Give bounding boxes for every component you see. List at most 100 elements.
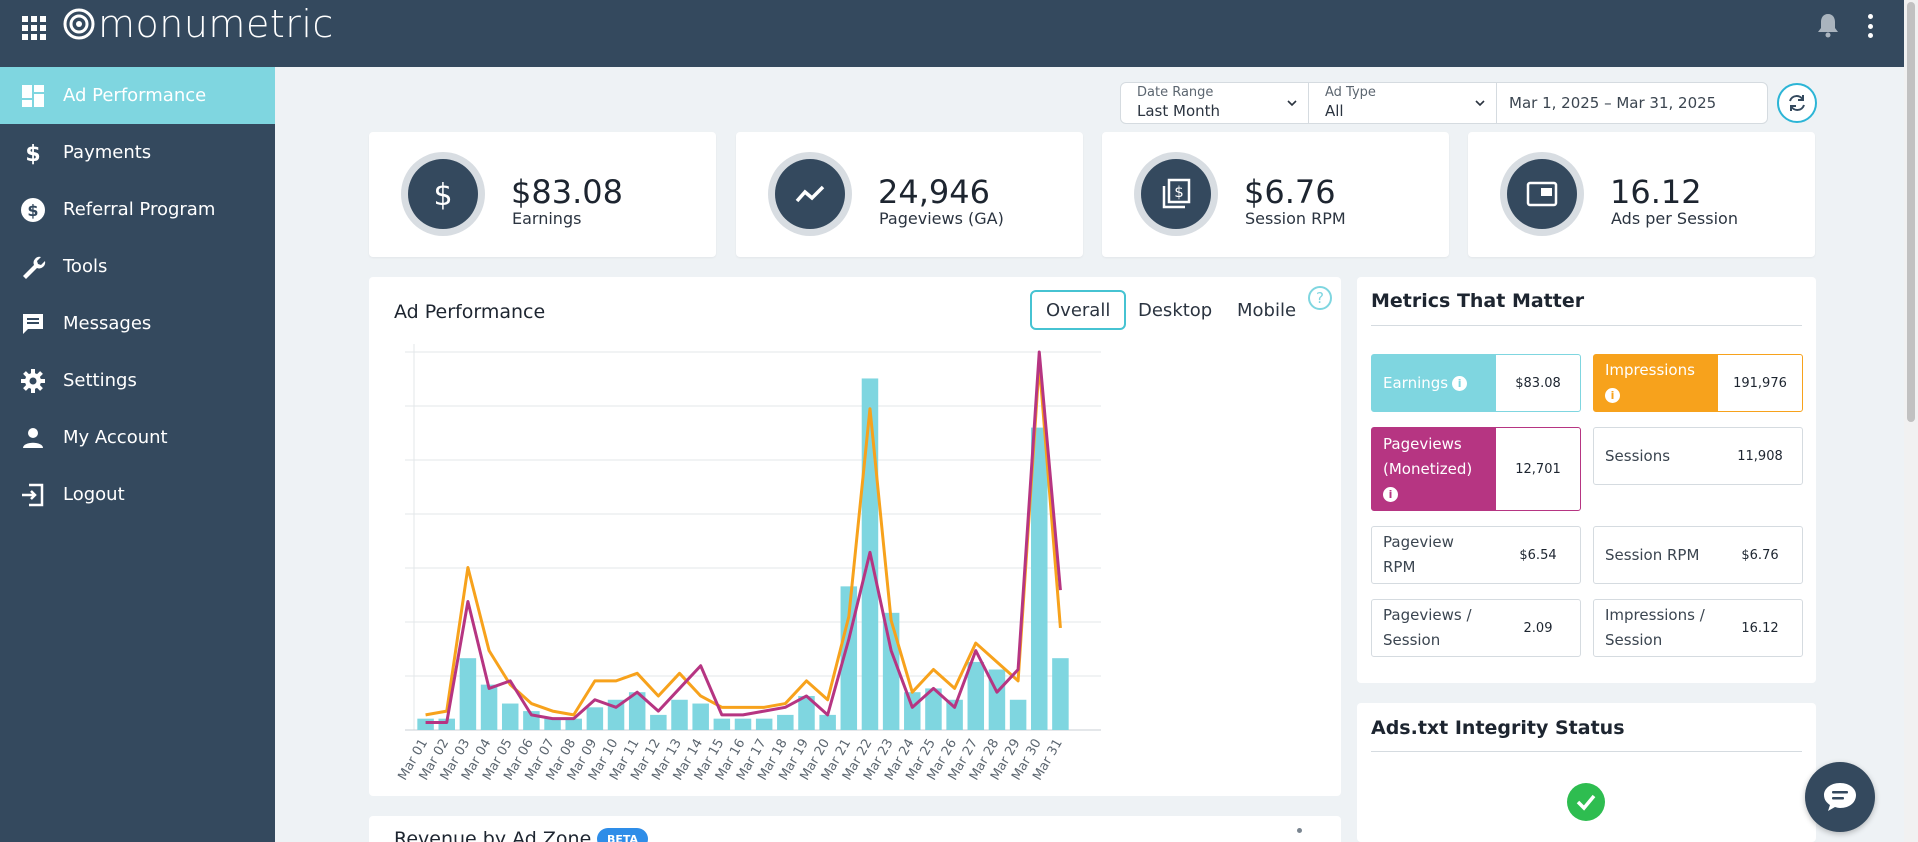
sidebar-item-ad-performance[interactable]: Ad Performance: [0, 67, 275, 124]
chat-button[interactable]: [1805, 762, 1875, 832]
chevron-down-icon: [1475, 100, 1485, 107]
sidebar-item-label: Messages: [63, 313, 152, 334]
apps-grid-icon[interactable]: [22, 16, 46, 40]
metric-label: Impressions / Session: [1605, 606, 1705, 649]
metrics-card: Metrics That Matter Earnings i $83.08 Imp…: [1357, 277, 1816, 683]
chart-bar: [565, 718, 582, 730]
chart-bar: [671, 699, 688, 730]
chart-bar: [755, 718, 773, 730]
chart-bar: [417, 718, 434, 730]
metric-pageviews-per-session[interactable]: Pageviews / Session 2.09: [1371, 599, 1581, 657]
date-picker-input[interactable]: Mar 1, 2025 – Mar 31, 2025: [1497, 83, 1767, 123]
chart-bar: [438, 718, 455, 730]
sidebar-item-label: Payments: [63, 142, 152, 163]
ads-txt-card: Ads.txt Integrity Status: [1357, 703, 1816, 842]
chart-bar: [692, 703, 709, 730]
metric-session-rpm[interactable]: Session RPM $6.76: [1593, 526, 1803, 584]
kebab-menu-icon[interactable]: [1297, 828, 1302, 833]
chart-bar: [501, 703, 519, 730]
refresh-button[interactable]: [1777, 83, 1817, 123]
metric-pageview-rpm[interactable]: Pageview RPM $6.54: [1371, 526, 1581, 584]
kpi-label: Earnings: [512, 209, 582, 228]
scrollbar-thumb[interactable]: [1907, 2, 1915, 422]
stacked-dollar-icon: $: [1162, 178, 1191, 209]
sidebar-item-referral-program[interactable]: $ Referral Program: [0, 181, 275, 238]
metric-sessions[interactable]: Sessions 11,908: [1593, 427, 1803, 485]
ad-performance-card: Mar 01 Mar 02 Mar 03 Mar 04 Mar 05 Mar 06 Mar …: [369, 277, 1341, 796]
kpi-icon-badge: $: [401, 152, 485, 236]
refresh-icon: [1789, 95, 1805, 111]
metric-label: Pageviews (Monetized): [1383, 434, 1473, 478]
date-range-text: Mar 1, 2025 – Mar 31, 2025: [1509, 94, 1717, 112]
info-icon[interactable]: i: [1605, 388, 1620, 403]
chart-bar: [544, 718, 561, 730]
svg-text:$: $: [1174, 183, 1184, 201]
trend-line-icon: [795, 185, 825, 203]
metric-value: 11,908: [1737, 448, 1783, 464]
beta-badge: BETA: [597, 828, 649, 842]
revenue-title: Revenue by Ad Zone: [394, 828, 592, 842]
metric-value: $83.08: [1515, 375, 1561, 391]
metric-value: $6.54: [1519, 547, 1557, 563]
kpi-value: $83.08: [511, 173, 623, 211]
metric-value: 12,701: [1515, 461, 1561, 477]
kpi-label: Session RPM: [1245, 209, 1346, 228]
chart-bar: [798, 695, 815, 730]
ad-type-select[interactable]: Ad Type All: [1309, 83, 1497, 123]
sidebar-item-logout[interactable]: Logout: [0, 466, 275, 523]
chart-series-line: [425, 361, 1062, 717]
sidebar-item-label: Referral Program: [63, 199, 216, 220]
tab-mobile[interactable]: Mobile: [1237, 299, 1297, 321]
metric-label: Earnings: [1383, 373, 1449, 392]
ad-performance-title: Ad Performance: [394, 301, 546, 323]
chart-bar: [480, 684, 498, 730]
metric-label: Sessions: [1605, 446, 1671, 465]
ad-type-value: All: [1325, 102, 1344, 120]
chart-bar: [819, 714, 836, 730]
info-icon[interactable]: i: [1452, 375, 1468, 391]
dashboard-icon: [20, 83, 46, 109]
metric-label: Pageviews / Session: [1383, 606, 1472, 649]
gear-icon: [20, 368, 46, 394]
metric-pageviews-monetized[interactable]: Pageviews (Monetized) i 12,701: [1371, 427, 1581, 511]
svg-text:$: $: [27, 201, 38, 220]
chart-bar: [1052, 658, 1069, 730]
sidebar-item-messages[interactable]: Messages: [0, 295, 275, 352]
message-icon: [20, 311, 46, 337]
divider: [1371, 325, 1802, 326]
help-icon[interactable]: ?: [1308, 286, 1332, 310]
sidebar-item-my-account[interactable]: My Account: [0, 409, 275, 466]
sidebar-item-label: Ad Performance: [63, 85, 207, 106]
sidebar-item-settings[interactable]: Settings: [0, 352, 275, 409]
metric-impressions[interactable]: Impressions i 191,976: [1593, 354, 1803, 412]
dollar-icon: $: [433, 178, 452, 212]
info-icon[interactable]: i: [1383, 486, 1398, 502]
metric-label: Session RPM: [1605, 545, 1700, 564]
bell-icon[interactable]: [1816, 12, 1840, 38]
tab-overall[interactable]: Overall: [1030, 290, 1127, 330]
scrollbar[interactable]: [1904, 0, 1918, 842]
sidebar-item-payments[interactable]: $ Payments: [0, 124, 275, 181]
chart-bar: [946, 699, 963, 730]
ad-window-icon: [1526, 181, 1558, 207]
tab-desktop[interactable]: Desktop: [1138, 299, 1213, 321]
sidebar: Ad Performance $ Payments $ Referral Pro…: [0, 67, 275, 842]
metric-impressions-per-session[interactable]: Impressions / Session 16.12: [1593, 599, 1803, 657]
kpi-card-ads-per-session: 16.12 Ads per Session: [1468, 132, 1815, 257]
metric-value: 191,976: [1733, 375, 1787, 391]
dollar-icon: $: [20, 140, 46, 166]
metric-earnings[interactable]: Earnings i $83.08: [1371, 354, 1581, 412]
date-range-select[interactable]: Date Range Last Month: [1121, 83, 1309, 123]
person-icon: [20, 425, 46, 451]
metrics-title: Metrics That Matter: [1371, 290, 1585, 312]
metric-value: $6.76: [1741, 547, 1779, 563]
logout-icon: [20, 482, 46, 508]
metric-label: Pageview RPM: [1383, 533, 1454, 576]
sidebar-item-tools[interactable]: Tools: [0, 238, 275, 295]
kebab-menu-icon[interactable]: [1866, 14, 1874, 38]
logo[interactable]: monumetric: [62, 4, 334, 44]
kpi-icon-badge: [1500, 152, 1584, 236]
kpi-card-session-rpm: $ $6.76 Session RPM: [1102, 132, 1449, 257]
sidebar-item-label: My Account: [63, 427, 168, 448]
